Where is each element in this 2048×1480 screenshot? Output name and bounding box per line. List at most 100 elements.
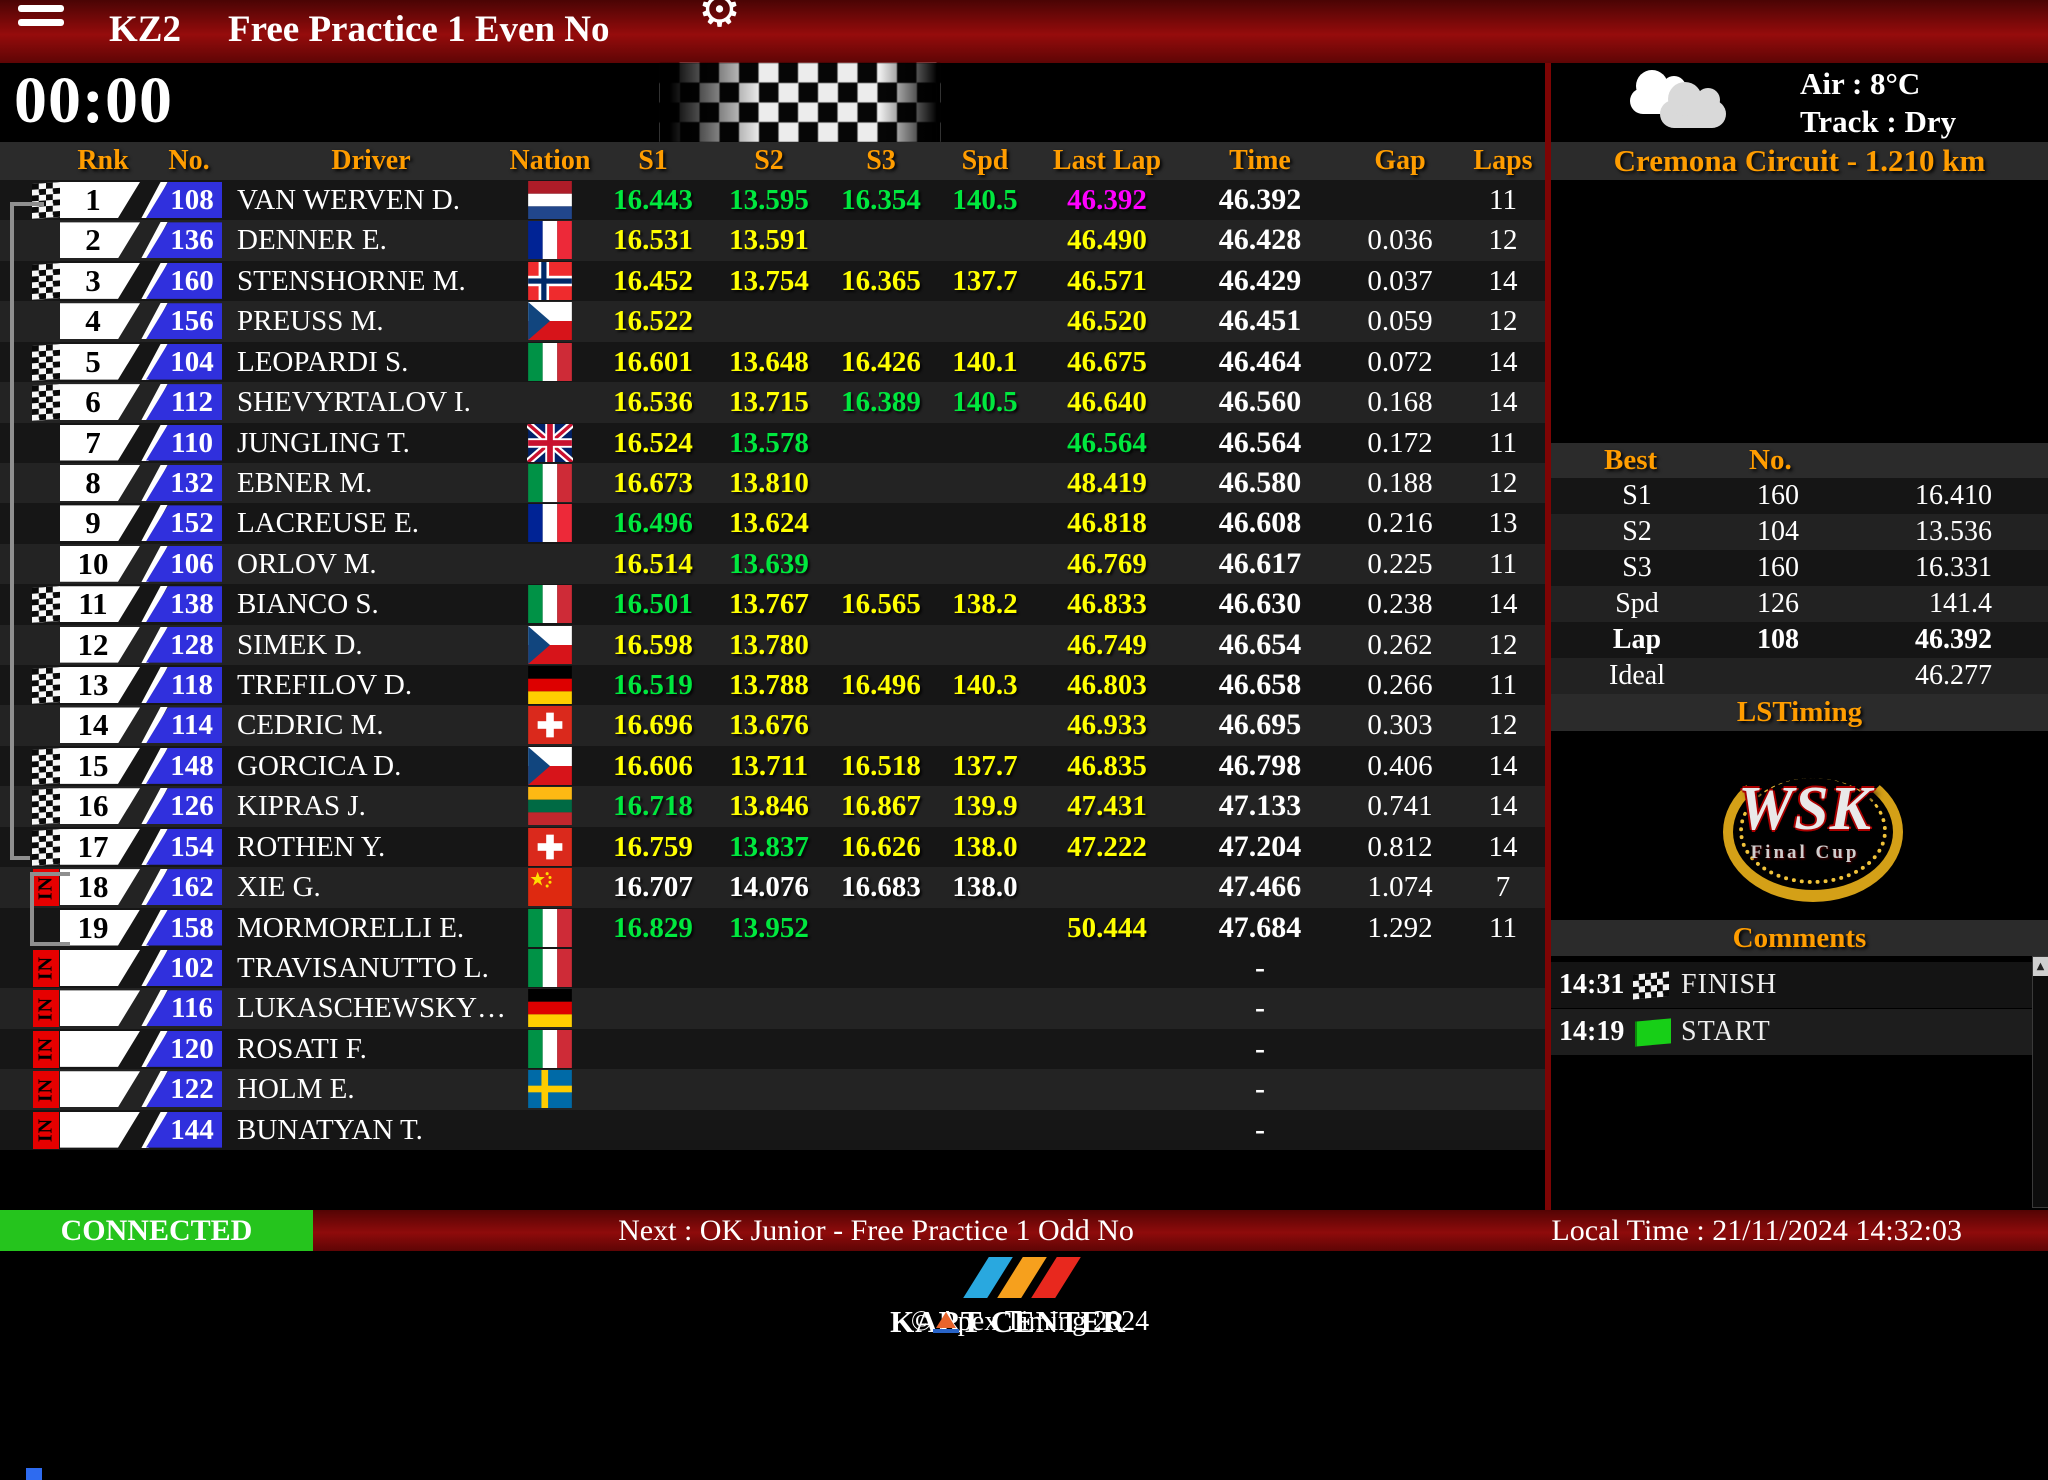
driver-name: GORCICA D. xyxy=(237,749,402,782)
table-row[interactable]: 4 156 PREUSS M. 16.522 46.520 46.451 0.059 12 xyxy=(0,301,1545,342)
rank-chip xyxy=(60,1071,140,1107)
col-header-rnk[interactable]: Rnk xyxy=(77,145,129,176)
gap-value: 0.406 xyxy=(1367,749,1433,782)
driver-name: LUKASCHEWSKY… xyxy=(237,992,507,1025)
table-row[interactable]: IN 120 ROSATI F. - xyxy=(0,1028,1545,1070)
sector-value: 13.767 xyxy=(729,588,809,621)
gear-icon[interactable]: ⚙ xyxy=(698,0,742,38)
rank-chip: 16 xyxy=(60,788,140,824)
car-number-chip: 152 xyxy=(146,505,222,542)
sector-value: 16.354 xyxy=(841,184,921,216)
sector-value: 16.389 xyxy=(841,386,921,419)
best-title: Best xyxy=(1604,444,1658,476)
sector-value: 16.673 xyxy=(613,466,693,499)
table-row[interactable]: 1 108 VAN WERVEN D. 16.443 13.595 16.354 140.5… xyxy=(0,180,1545,221)
sector-value: 13.754 xyxy=(729,264,809,297)
gap-value: 0.172 xyxy=(1367,426,1433,459)
table-row[interactable]: 8 132 EBNER M. 16.673 13.810 48.419 46.580 0.18… xyxy=(0,462,1545,504)
table-row[interactable]: 14 114 CEDRIC M. 16.696 13.676 46.933 46.695 0.… xyxy=(0,705,1545,746)
sector-value: 46.818 xyxy=(1067,507,1147,540)
col-header-driver[interactable]: Driver xyxy=(331,145,411,176)
table-row[interactable]: 6 112 SHEVYRTALOV I. 16.536 13.715 16.389 140.… xyxy=(0,382,1545,423)
best-time-value: 46.580 xyxy=(1218,465,1302,499)
table-row[interactable]: 12 128 SIMEK D. 16.598 13.780 46.749 46.654 0.2… xyxy=(0,624,1545,666)
comments-title: Comments xyxy=(1732,922,1867,954)
best-time-value: 47.204 xyxy=(1218,829,1302,863)
col-header-spd[interactable]: Spd xyxy=(961,145,1009,176)
sector-value: 46.675 xyxy=(1067,345,1147,378)
col-header-gap[interactable]: Gap xyxy=(1374,145,1426,176)
session-timer: 00:00 xyxy=(14,64,173,137)
driver-name: MORMORELLI E. xyxy=(237,911,465,944)
nation-flag-cz xyxy=(527,625,573,664)
track-condition: Track : Dry xyxy=(1800,104,1957,139)
best-time-value: 46.630 xyxy=(1218,587,1302,621)
laps-value: 11 xyxy=(1489,911,1517,944)
table-row[interactable]: 13 118 TREFILOV D. 16.519 13.788 16.496 140.3 4… xyxy=(0,665,1545,706)
nation-flag-se xyxy=(527,1070,573,1109)
nation-flag-de xyxy=(527,989,573,1028)
sector-value: 137.7 xyxy=(952,264,1018,297)
table-row[interactable]: IN 122 HOLM E. - xyxy=(0,1069,1545,1110)
sector-value: 16.536 xyxy=(613,386,693,419)
table-row[interactable]: 11 138 BIANCO S. 16.501 13.767 16.565 138.2 46.… xyxy=(0,584,1545,625)
sector-value: 16.501 xyxy=(613,588,693,621)
driver-name: CEDRIC M. xyxy=(237,709,384,742)
col-header-lastlap[interactable]: Last Lap xyxy=(1052,145,1162,176)
rank-chip xyxy=(60,990,140,1026)
sector-value: 47.222 xyxy=(1067,830,1147,863)
scroll-up-arrow-icon[interactable]: ▲ xyxy=(2033,957,2048,976)
gap-value: 1.074 xyxy=(1367,871,1433,904)
table-row[interactable]: 2 136 DENNER E. 16.531 13.591 46.490 46.428 0.0… xyxy=(0,220,1545,261)
gap-value: 0.266 xyxy=(1367,669,1433,702)
table-row[interactable]: 10 106 ORLOV M. 16.514 13.639 46.769 46.617 0.2… xyxy=(0,543,1545,585)
comments-scrollbar[interactable]: ▲ xyxy=(2032,956,2048,1208)
driver-name: XIE G. xyxy=(237,871,321,904)
table-row[interactable]: 7 110 JUNGLING T. 16.524 13.578 46.564 46.564 0… xyxy=(0,422,1545,463)
col-header-laps[interactable]: Laps xyxy=(1473,145,1533,176)
best-time-value: 47.684 xyxy=(1218,910,1302,944)
sector-value: 16.718 xyxy=(613,790,693,823)
col-header-nation[interactable]: Nation xyxy=(509,145,591,176)
col-header-no[interactable]: No. xyxy=(168,145,210,176)
laps-value: 14 xyxy=(1488,386,1518,419)
table-row[interactable]: IN 102 TRAVISANUTTO L. - xyxy=(0,947,1545,989)
cloud-icon xyxy=(1660,82,1726,128)
table-row[interactable]: 17 154 ROTHEN Y. 16.759 13.837 16.626 138.0 47.… xyxy=(0,826,1545,868)
rank-chip: 12 xyxy=(60,627,140,663)
table-row[interactable]: IN 18 162 XIE G. 16.707 14.076 16.683 138.0 47.4… xyxy=(0,867,1545,908)
table-row[interactable]: 3 160 STENSHORNE M. 16.452 13.754 16.365 137.7… xyxy=(0,260,1545,302)
table-row[interactable]: 9 152 LACREUSE E. 16.496 13.624 46.818 46.608 0… xyxy=(0,503,1545,544)
category-label[interactable]: KZ2 xyxy=(109,9,181,50)
table-row[interactable]: 5 104 LEOPARDI S. 16.601 13.648 16.426 140.1 46… xyxy=(0,341,1545,383)
sector-value: 16.598 xyxy=(613,628,693,661)
col-header-s2[interactable]: S2 xyxy=(754,145,784,176)
best-time-value: 46.392 xyxy=(1218,183,1302,216)
best-time-value: 46.429 xyxy=(1218,263,1302,297)
sector-value: 46.564 xyxy=(1067,426,1147,459)
sector-value: 16.496 xyxy=(613,507,693,540)
table-row[interactable]: IN 144 BUNATYAN T. - xyxy=(0,1109,1545,1151)
sector-value: 13.780 xyxy=(729,628,809,661)
nation-flag-it xyxy=(527,948,573,987)
laps-value: 12 xyxy=(1488,709,1518,742)
sector-value: 13.715 xyxy=(729,386,809,419)
col-header-s3[interactable]: S3 xyxy=(866,145,896,176)
table-row[interactable]: 16 126 KIPRAS J. 16.718 13.846 16.867 139.9 47.… xyxy=(0,786,1545,827)
nation-flag-nl xyxy=(527,181,573,219)
sector-value: 16.683 xyxy=(841,871,921,904)
nation-flag-it xyxy=(527,908,573,947)
nation-flag-fr xyxy=(527,504,573,543)
driver-name: HOLM E. xyxy=(237,1073,355,1106)
gap-value: 1.292 xyxy=(1367,911,1433,944)
col-header-s1[interactable]: S1 xyxy=(638,145,668,176)
car-number-chip: 110 xyxy=(146,424,222,461)
table-row[interactable]: 19 158 MORMORELLI E. 16.829 13.952 50.444 47.6… xyxy=(0,907,1545,948)
sector-value: 13.837 xyxy=(729,830,809,863)
kart-center-brand[interactable]: KART CENTER xyxy=(890,1304,1126,1339)
finish-flag-icon xyxy=(32,586,60,624)
table-row[interactable]: 15 148 GORCICA D. 16.606 13.711 16.518 137.7 46… xyxy=(0,745,1545,787)
table-row[interactable]: IN 116 LUKASCHEWSKY… - xyxy=(0,988,1545,1029)
col-header-time[interactable]: Time xyxy=(1229,145,1291,176)
sector-value: 50.444 xyxy=(1067,911,1147,944)
